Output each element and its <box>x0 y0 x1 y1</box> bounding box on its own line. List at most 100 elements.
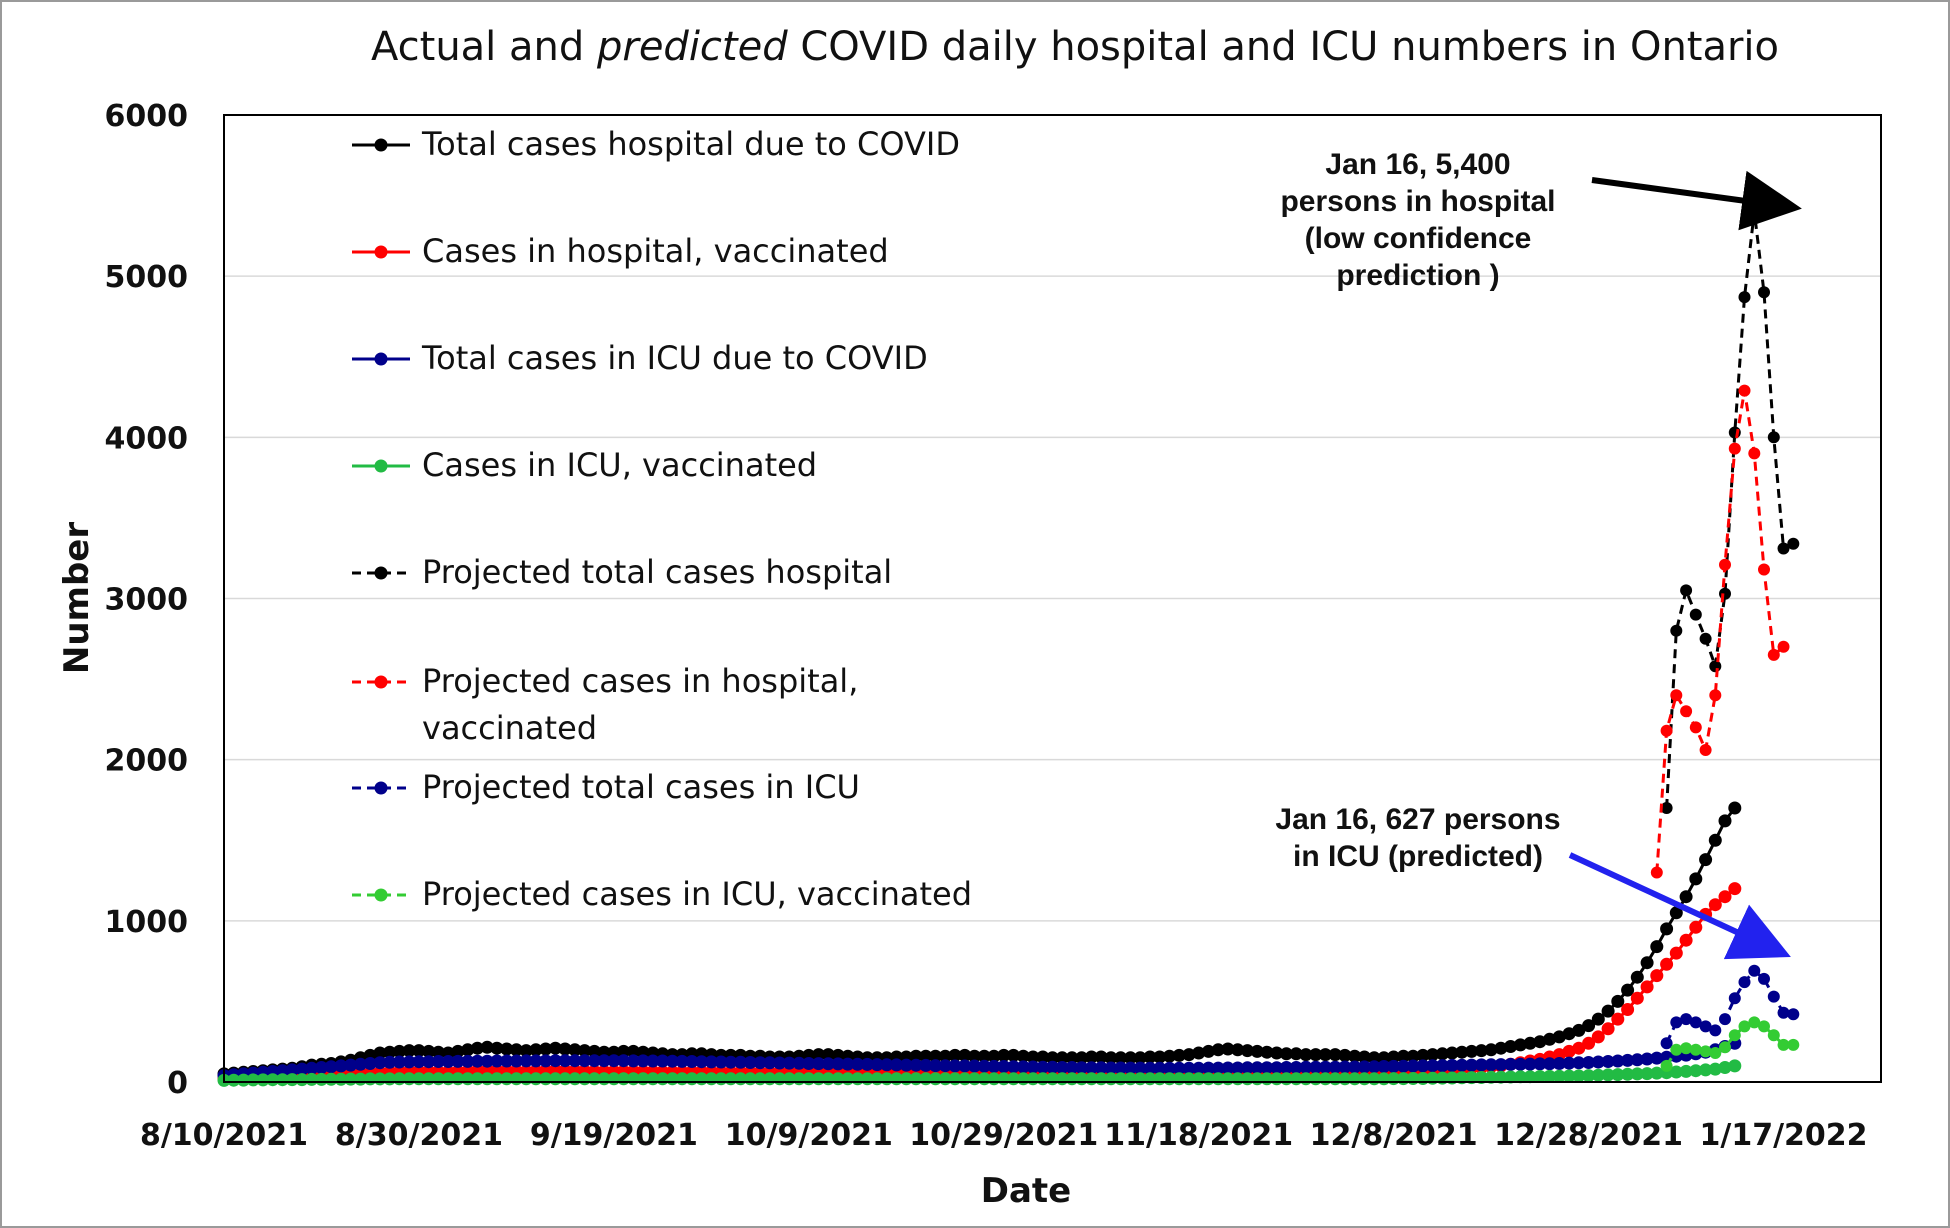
data-point <box>1046 1060 1059 1074</box>
data-point <box>1406 1049 1420 1063</box>
data-point <box>363 1057 377 1070</box>
legend-swatch-marker <box>374 459 388 473</box>
data-point <box>568 1054 582 1068</box>
data-point <box>1552 1030 1566 1044</box>
data-point <box>1007 1060 1020 1074</box>
data-point <box>373 1046 387 1060</box>
data-point <box>1699 744 1712 756</box>
data-point <box>1572 1023 1586 1037</box>
data-point <box>1513 1057 1527 1071</box>
data-point <box>1202 1044 1215 1058</box>
data-point <box>490 1041 504 1055</box>
legend-swatch-marker <box>374 245 388 259</box>
data-point <box>1192 1046 1206 1060</box>
data-point <box>1270 1046 1284 1060</box>
data-point <box>548 1054 562 1068</box>
legend-item-7: Projected cases in ICU, vaccinated <box>352 875 972 913</box>
data-point <box>1670 1043 1683 1056</box>
data-point <box>1689 920 1703 934</box>
data-point <box>519 1054 533 1068</box>
y-tick-label: 4000 <box>105 421 189 456</box>
data-point <box>1777 1038 1790 1051</box>
legend-swatch-marker <box>374 566 388 580</box>
data-point <box>1075 1061 1089 1075</box>
data-point <box>1533 1035 1547 1049</box>
data-point <box>1435 1059 1449 1073</box>
data-point <box>1582 1036 1596 1050</box>
data-point <box>617 1054 631 1068</box>
chart-title-part-2: predicted <box>596 24 788 70</box>
data-point <box>607 1054 621 1068</box>
data-point <box>1552 1048 1566 1062</box>
data-point <box>1621 1067 1635 1081</box>
data-point <box>1640 980 1654 994</box>
data-point <box>1572 1069 1586 1083</box>
data-point <box>422 1044 436 1058</box>
data-point <box>1601 1022 1615 1036</box>
data-point <box>1777 542 1790 555</box>
data-point <box>246 1073 260 1087</box>
data-point <box>412 1055 426 1069</box>
data-point <box>1153 1061 1167 1075</box>
data-point <box>968 1059 981 1073</box>
data-point <box>578 1054 592 1068</box>
data-point <box>1299 1060 1313 1074</box>
data-point <box>1036 1060 1050 1074</box>
data-point <box>626 1044 640 1058</box>
data-point <box>646 1054 660 1068</box>
data-point <box>909 1049 923 1063</box>
data-point <box>1348 1060 1362 1074</box>
data-point <box>909 1058 923 1072</box>
data-point <box>1709 660 1722 673</box>
y-tick-label: 5000 <box>105 260 189 295</box>
series-line <box>1665 211 1794 809</box>
data-point <box>821 1048 835 1062</box>
data-point <box>919 1058 933 1072</box>
data-point <box>1699 1045 1712 1058</box>
data-point <box>1640 956 1654 970</box>
data-point <box>1718 890 1732 904</box>
data-point <box>1318 1048 1332 1062</box>
data-point <box>1445 1058 1459 1072</box>
data-point <box>470 1041 484 1055</box>
data-point <box>1767 648 1780 661</box>
data-point <box>587 1044 601 1058</box>
data-point <box>1182 1061 1196 1075</box>
x-axis-title: Date <box>981 1171 1071 1211</box>
data-point <box>1660 957 1674 971</box>
data-point <box>1621 1053 1635 1067</box>
legend-swatch-marker <box>374 352 388 366</box>
data-point <box>1513 1038 1527 1052</box>
data-point <box>1075 1051 1089 1065</box>
data-point <box>938 1059 952 1073</box>
data-point <box>1660 802 1673 814</box>
data-point <box>1660 1059 1673 1072</box>
data-point <box>831 1057 845 1071</box>
data-point <box>539 1054 553 1068</box>
data-point <box>665 1054 679 1068</box>
data-point <box>1572 1041 1586 1055</box>
legend-label: Cases in ICU, vaccinated <box>422 446 817 484</box>
data-point <box>1016 1060 1030 1074</box>
data-point <box>422 1055 436 1069</box>
data-point <box>1689 1064 1703 1078</box>
data-point <box>1494 1058 1508 1072</box>
data-point <box>1474 1058 1488 1072</box>
data-point <box>1114 1061 1128 1075</box>
legend-label: Cases in hospital, vaccinated <box>422 232 889 270</box>
data-point <box>1114 1051 1128 1065</box>
data-point <box>968 1049 981 1063</box>
data-point <box>354 1057 367 1071</box>
data-point <box>237 1073 250 1087</box>
data-point <box>431 1045 445 1059</box>
legend-swatch-marker <box>374 781 388 795</box>
data-point <box>1650 940 1664 954</box>
data-point <box>1787 1038 1800 1051</box>
series-7 <box>1660 1016 1800 1072</box>
data-point <box>1299 1048 1313 1062</box>
data-point <box>256 1073 270 1087</box>
data-point <box>227 1073 241 1087</box>
data-point <box>1591 1055 1605 1069</box>
data-point <box>1533 1070 1547 1083</box>
